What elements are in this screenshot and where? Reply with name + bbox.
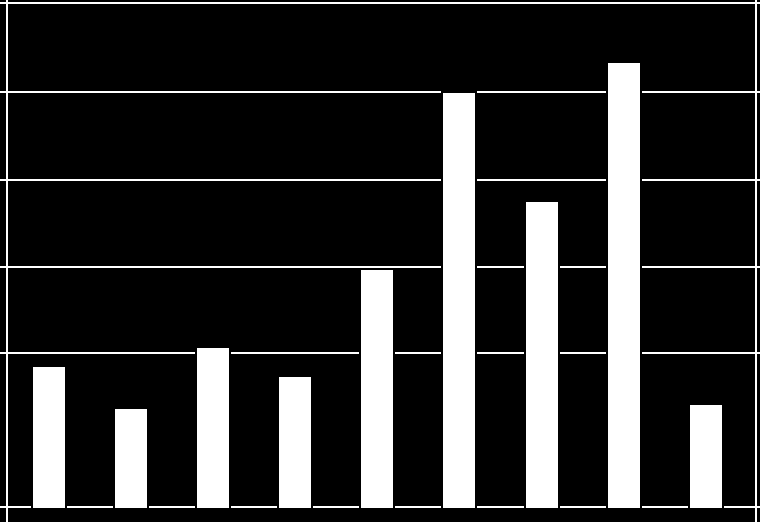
bar-5 bbox=[441, 91, 477, 508]
bar-7 bbox=[606, 61, 642, 508]
bar-8 bbox=[688, 403, 724, 508]
bar-3 bbox=[277, 375, 313, 508]
bars-container bbox=[0, 0, 760, 522]
bar-chart bbox=[0, 0, 760, 522]
bar-0 bbox=[31, 365, 67, 508]
bar-6 bbox=[524, 200, 560, 508]
bar-2 bbox=[195, 346, 231, 508]
bar-1 bbox=[113, 407, 149, 508]
bar-4 bbox=[359, 268, 395, 508]
